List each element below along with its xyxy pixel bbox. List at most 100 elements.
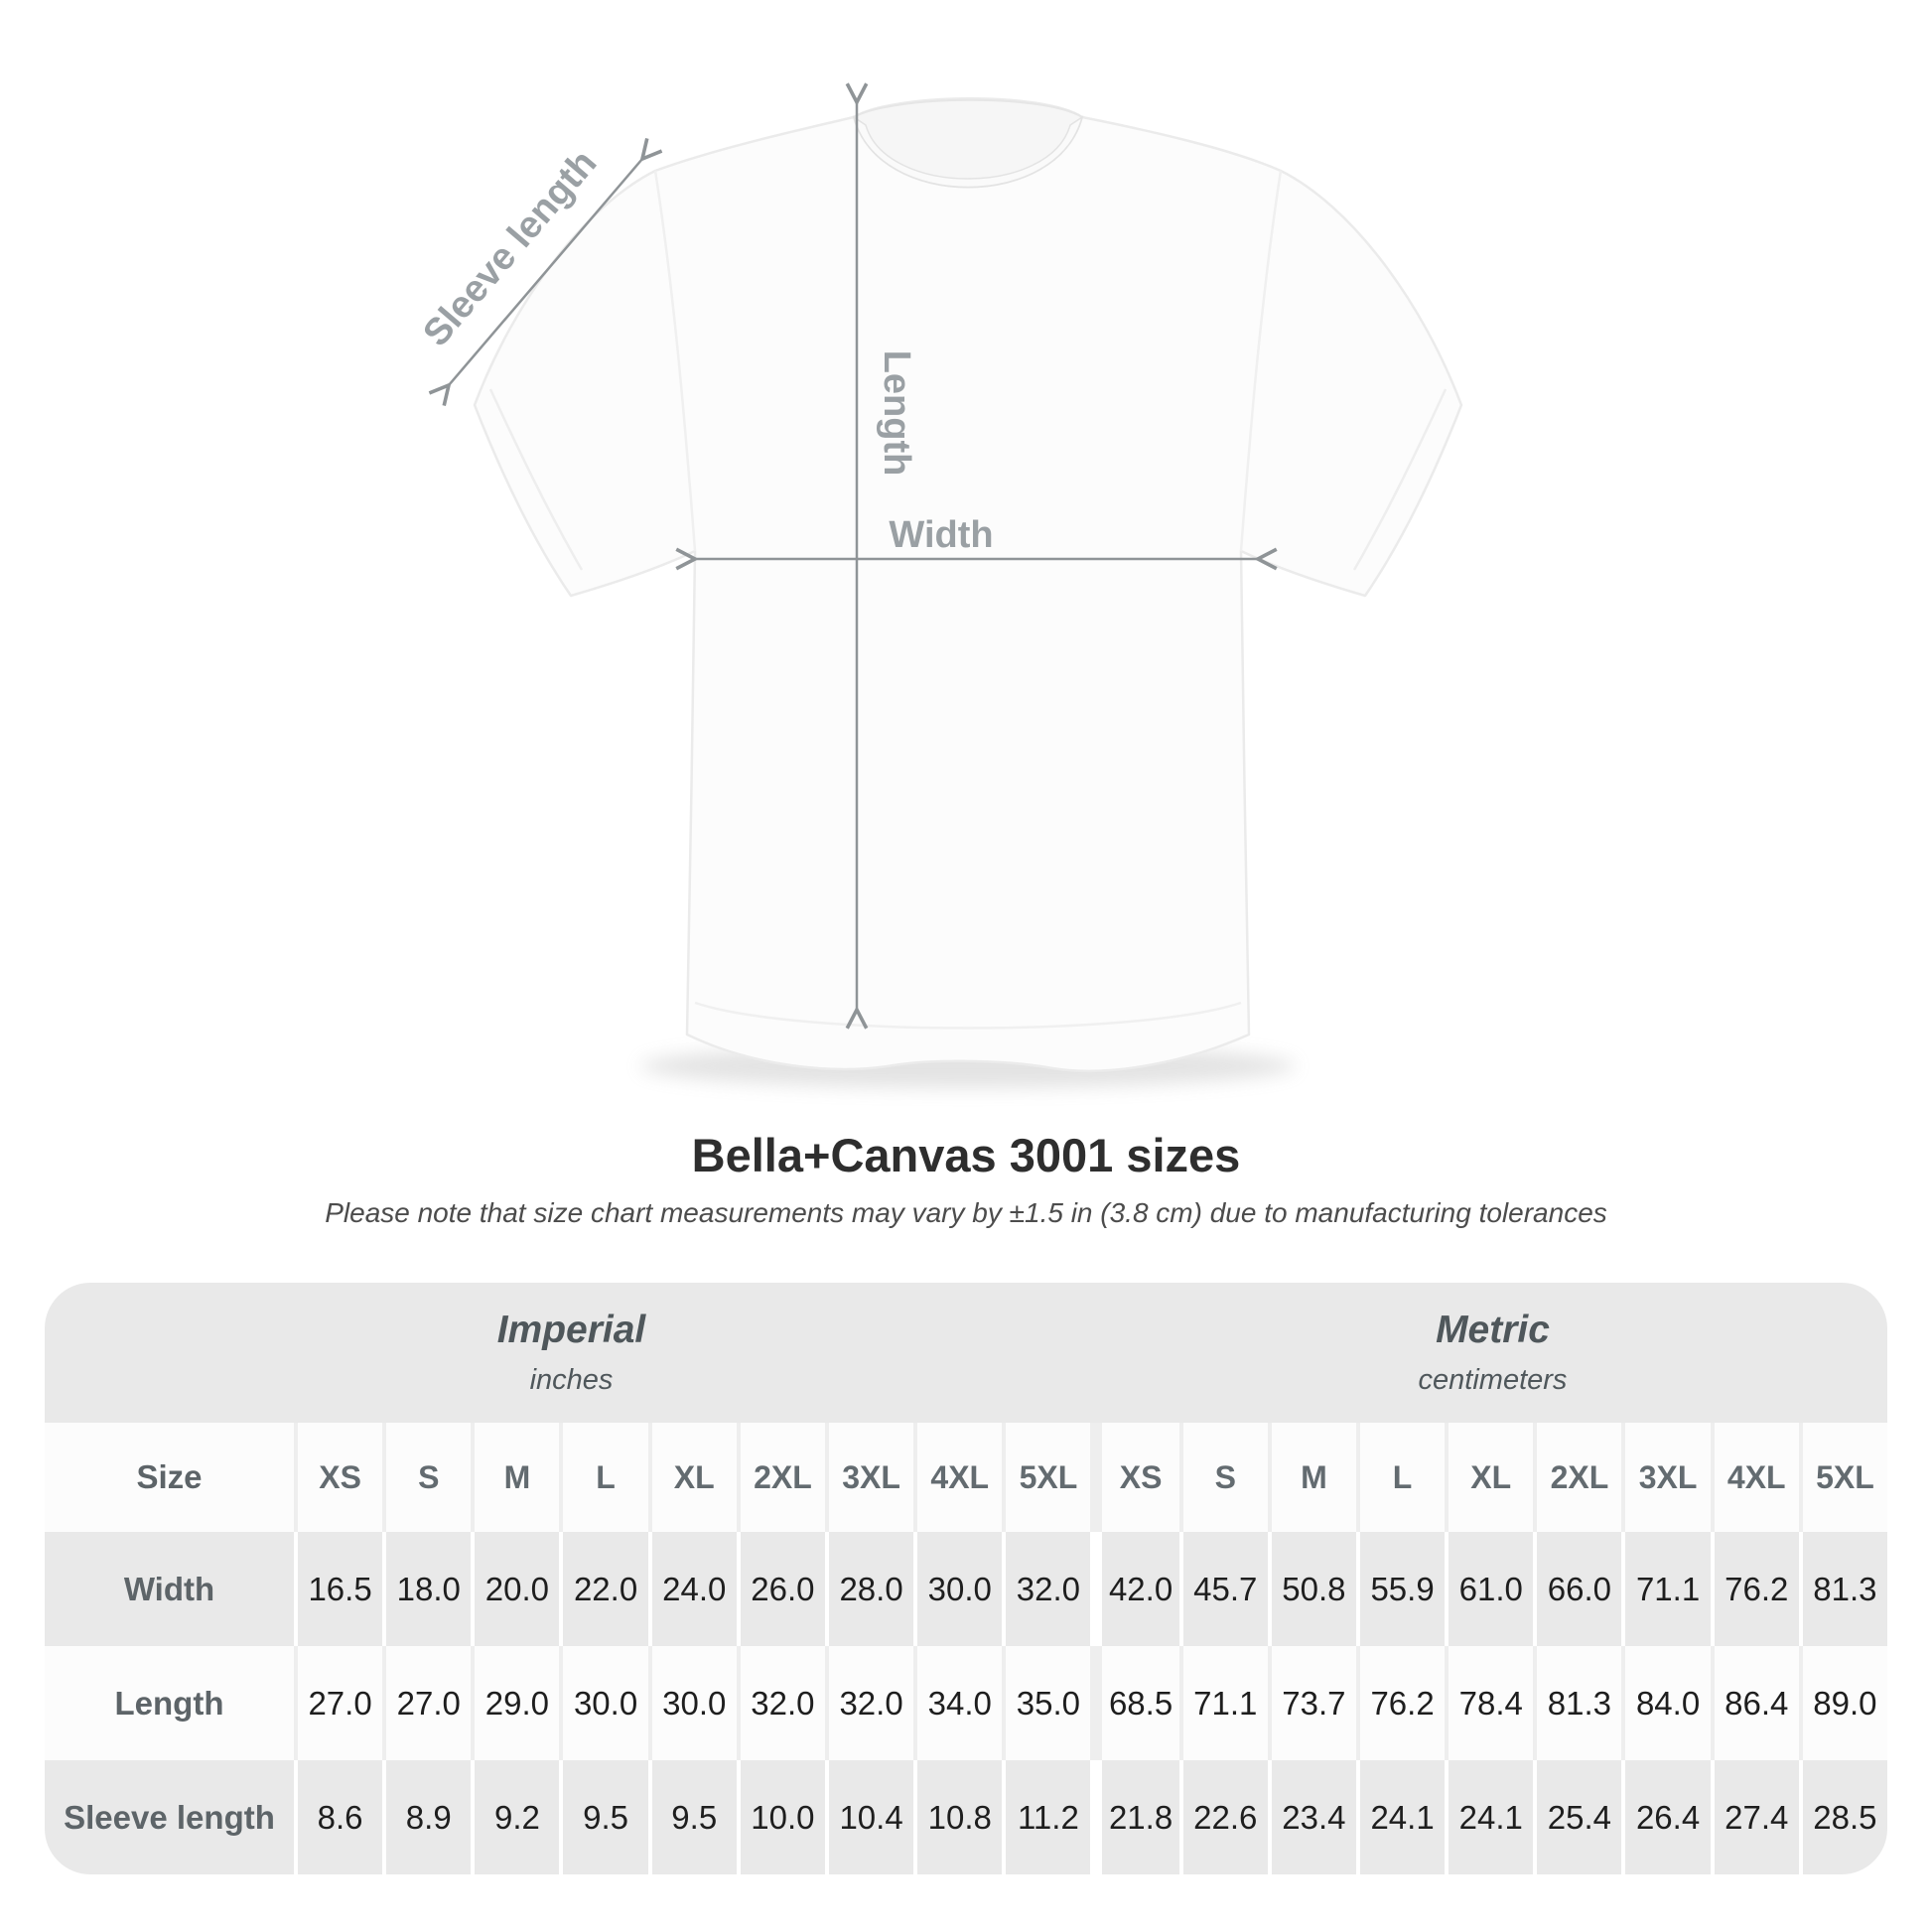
imperial-value: 22.0 bbox=[559, 1532, 647, 1646]
metric-value: 81.3 bbox=[1533, 1646, 1621, 1760]
imperial-value: 30.0 bbox=[559, 1646, 647, 1760]
imperial-size-5xl: 5XL bbox=[1002, 1423, 1090, 1532]
metric-value: 68.5 bbox=[1090, 1646, 1178, 1760]
metric-value: 42.0 bbox=[1090, 1532, 1178, 1646]
imperial-value: 18.0 bbox=[382, 1532, 471, 1646]
metric-value: 61.0 bbox=[1445, 1532, 1533, 1646]
metric-size-xl: XL bbox=[1445, 1423, 1533, 1532]
metric-size-l: L bbox=[1355, 1423, 1445, 1532]
metric-value: 26.4 bbox=[1621, 1760, 1710, 1874]
metric-value: 24.1 bbox=[1355, 1760, 1445, 1874]
metric-size-3xl: 3XL bbox=[1621, 1423, 1710, 1532]
metric-value: 22.6 bbox=[1178, 1760, 1268, 1874]
imperial-unit-label: inches bbox=[529, 1364, 614, 1396]
sleeve-length-arrow bbox=[449, 159, 642, 385]
metric-value: 23.4 bbox=[1267, 1760, 1356, 1874]
metric-size-4xl: 4XL bbox=[1710, 1423, 1799, 1532]
imperial-value: 24.0 bbox=[647, 1532, 737, 1646]
imperial-value: 27.0 bbox=[294, 1646, 382, 1760]
metric-value: 24.1 bbox=[1445, 1760, 1533, 1874]
metric-value: 27.4 bbox=[1710, 1760, 1799, 1874]
imperial-value: 30.0 bbox=[647, 1646, 737, 1760]
metric-unit-label: centimeters bbox=[1418, 1364, 1568, 1396]
metric-value: 78.4 bbox=[1445, 1646, 1533, 1760]
imperial-label: Imperial bbox=[496, 1309, 646, 1351]
imperial-value: 9.5 bbox=[647, 1760, 737, 1874]
imperial-value: 11.2 bbox=[1002, 1760, 1090, 1874]
imperial-size-2xl: 2XL bbox=[736, 1423, 825, 1532]
measurement-row: Width 16.5 18.0 20.0 22.0 24.0 26.0 28.0 30.0 32.… bbox=[45, 1532, 1887, 1646]
cuff-seam-left bbox=[488, 388, 584, 571]
length-arrow-label: Length bbox=[876, 350, 917, 477]
metric-value: 66.0 bbox=[1533, 1532, 1621, 1646]
imperial-value: 29.0 bbox=[471, 1646, 559, 1760]
imperial-value: 32.0 bbox=[824, 1646, 913, 1760]
metric-size-m: M bbox=[1267, 1423, 1356, 1532]
metric-value: 50.8 bbox=[1267, 1532, 1356, 1646]
imperial-value: 10.8 bbox=[913, 1760, 1002, 1874]
imperial-value: 32.0 bbox=[736, 1646, 825, 1760]
metric-size-2xl: 2XL bbox=[1533, 1423, 1621, 1532]
imperial-value: 8.9 bbox=[382, 1760, 471, 1874]
tolerance-note: Please note that size chart measurements… bbox=[325, 1197, 1607, 1228]
imperial-value: 10.4 bbox=[824, 1760, 913, 1874]
metric-value: 89.0 bbox=[1798, 1646, 1887, 1760]
imperial-size-m: M bbox=[471, 1423, 559, 1532]
imperial-value: 16.5 bbox=[294, 1532, 382, 1646]
unit-header-band: Imperial inches Metric centimeters bbox=[45, 1283, 1887, 1423]
metric-value: 86.4 bbox=[1710, 1646, 1799, 1760]
measurement-row: Length 27.0 27.0 29.0 30.0 30.0 32.0 32.0 34.0 35… bbox=[45, 1646, 1887, 1760]
width-arrow-label: Width bbox=[889, 514, 993, 556]
imperial-size-xl: XL bbox=[647, 1423, 737, 1532]
metric-value: 28.5 bbox=[1798, 1760, 1887, 1874]
imperial-size-l: L bbox=[559, 1423, 647, 1532]
metric-value: 81.3 bbox=[1798, 1532, 1887, 1646]
imperial-size-4xl: 4XL bbox=[913, 1423, 1002, 1532]
tshirt-graphic bbox=[473, 97, 1463, 1073]
imperial-value: 20.0 bbox=[471, 1532, 559, 1646]
metric-value: 71.1 bbox=[1621, 1532, 1710, 1646]
metric-value: 73.7 bbox=[1267, 1646, 1356, 1760]
armhole-seam-right bbox=[1239, 170, 1283, 552]
unit-group-metric: Metric centimeters bbox=[1098, 1283, 1887, 1423]
imperial-value: 9.2 bbox=[471, 1760, 559, 1874]
row-label: Length bbox=[114, 1684, 224, 1722]
metric-value: 21.8 bbox=[1090, 1760, 1178, 1874]
page-title: Bella+Canvas 3001 sizes bbox=[691, 1129, 1241, 1181]
metric-label: Metric bbox=[1436, 1309, 1550, 1351]
unit-group-imperial: Imperial inches bbox=[45, 1283, 1098, 1423]
collar-band bbox=[852, 115, 1084, 189]
size-column-header: Size bbox=[136, 1458, 203, 1495]
imperial-value: 35.0 bbox=[1002, 1646, 1090, 1760]
metric-value: 84.0 bbox=[1621, 1646, 1710, 1760]
imperial-value: 34.0 bbox=[913, 1646, 1002, 1760]
size-table-rows: Size XS S M L XL 2XL 3XL 4XL 5XL XS S M L XL 2XL 3XL 4XL 5… bbox=[45, 1423, 1887, 1874]
metric-value: 25.4 bbox=[1533, 1760, 1621, 1874]
size-table: Imperial inches Metric centimeters Size X… bbox=[45, 1283, 1887, 1874]
metric-size-5xl: 5XL bbox=[1798, 1423, 1887, 1532]
imperial-value: 9.5 bbox=[559, 1760, 647, 1874]
imperial-value: 10.0 bbox=[736, 1760, 825, 1874]
imperial-value: 26.0 bbox=[736, 1532, 825, 1646]
tshirt-measurement-diagram: Length Width Sleeve length bbox=[415, 0, 1463, 1088]
measurement-row: Sleeve length 8.6 8.9 9.2 9.5 9.5 10.0 10.4 10.8… bbox=[45, 1760, 1887, 1874]
imperial-value: 32.0 bbox=[1002, 1532, 1090, 1646]
metric-size-s: S bbox=[1178, 1423, 1268, 1532]
imperial-value: 28.0 bbox=[824, 1532, 913, 1646]
imperial-value: 27.0 bbox=[382, 1646, 471, 1760]
imperial-value: 8.6 bbox=[294, 1760, 382, 1874]
row-label: Width bbox=[123, 1570, 215, 1607]
armhole-seam-left bbox=[653, 170, 697, 552]
imperial-size-s: S bbox=[382, 1423, 471, 1532]
metric-value: 76.2 bbox=[1710, 1532, 1799, 1646]
metric-value: 76.2 bbox=[1355, 1646, 1445, 1760]
size-header-row: Size XS S M L XL 2XL 3XL 4XL 5XL XS S M L XL 2XL 3XL 4XL 5… bbox=[45, 1423, 1887, 1532]
metric-size-xs: XS bbox=[1090, 1423, 1178, 1532]
metric-value: 55.9 bbox=[1355, 1532, 1445, 1646]
imperial-value: 30.0 bbox=[913, 1532, 1002, 1646]
imperial-size-xs: XS bbox=[294, 1423, 382, 1532]
cuff-seam-right bbox=[1352, 388, 1448, 571]
metric-value: 45.7 bbox=[1178, 1532, 1268, 1646]
row-label: Sleeve length bbox=[64, 1798, 275, 1836]
